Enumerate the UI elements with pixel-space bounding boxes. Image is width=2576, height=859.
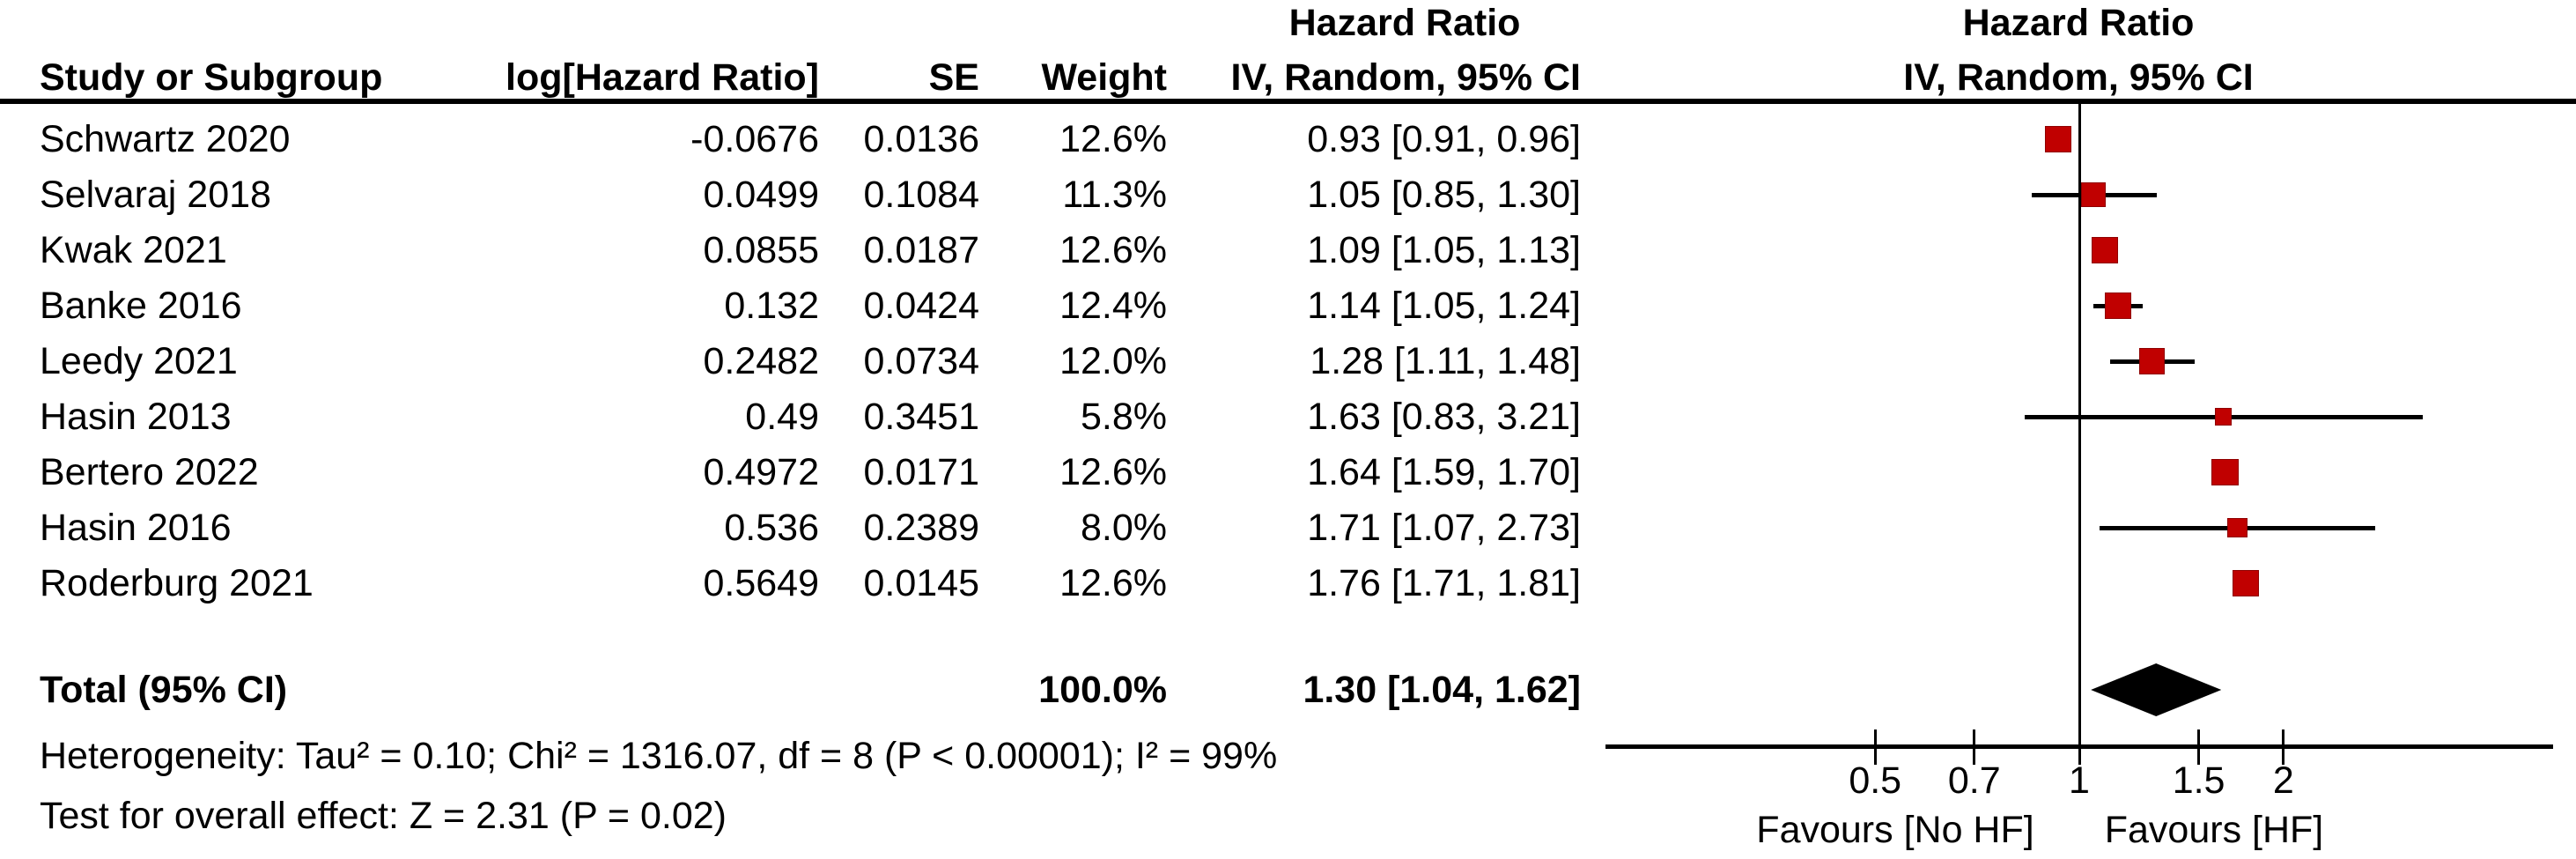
axis-tick bbox=[2078, 729, 2081, 765]
axis-tick-label: 1 bbox=[2069, 759, 2090, 802]
favours-left-label: Favours [No HF] bbox=[1756, 809, 2034, 851]
plot-header-line2: IV, Random, 95% CI bbox=[1903, 56, 2254, 99]
plot-header-line1: Hazard Ratio bbox=[1962, 2, 2195, 44]
row-se: 0.0734 bbox=[863, 340, 979, 382]
row-ci-text: 0.93 [0.91, 0.96] bbox=[1307, 118, 1581, 160]
row-study-name: Roderburg 2021 bbox=[40, 562, 314, 604]
row-weight: 8.0% bbox=[1080, 507, 1167, 549]
row-se: 0.3451 bbox=[863, 396, 979, 438]
axis-tick-label: 2 bbox=[2272, 759, 2294, 802]
effect-square bbox=[2232, 569, 2260, 597]
row-study-name: Leedy 2021 bbox=[40, 340, 238, 382]
row-weight: 12.6% bbox=[1059, 229, 1167, 271]
effect-square bbox=[2138, 348, 2166, 374]
row-weight: 5.8% bbox=[1080, 396, 1167, 438]
effect-square bbox=[2044, 125, 2071, 153]
row-ci-text: 1.76 [1.71, 1.81] bbox=[1307, 562, 1581, 604]
row-weight: 11.3% bbox=[1062, 174, 1167, 216]
effect-square bbox=[2081, 181, 2107, 208]
row-study-name: Hasin 2013 bbox=[40, 396, 232, 438]
heterogeneity-text: Heterogeneity: Tau² = 0.10; Chi² = 1316.… bbox=[40, 735, 1278, 777]
axis-tick bbox=[1873, 729, 1877, 765]
row-weight: 12.6% bbox=[1059, 562, 1167, 604]
total-label: Total (95% CI) bbox=[40, 669, 288, 711]
row-ci-text: 1.71 [1.07, 2.73] bbox=[1307, 507, 1581, 549]
row-log-hr: 0.0855 bbox=[703, 229, 819, 271]
row-log-hr: 0.2482 bbox=[703, 340, 819, 382]
effect-square bbox=[2211, 458, 2239, 486]
row-ci-text: 1.28 [1.11, 1.48] bbox=[1310, 340, 1581, 382]
total-diamond bbox=[2091, 663, 2222, 716]
effect-square bbox=[2214, 408, 2233, 426]
row-study-name: Bertero 2022 bbox=[40, 451, 259, 493]
row-ci-text: 1.09 [1.05, 1.13] bbox=[1307, 229, 1581, 271]
row-se: 0.0424 bbox=[863, 285, 979, 327]
table-effect-group-header: Hazard Ratio bbox=[1288, 2, 1521, 44]
col-header-weight: Weight bbox=[1041, 56, 1167, 99]
row-weight: 12.6% bbox=[1059, 118, 1167, 160]
col-header-study: Study or Subgroup bbox=[40, 56, 383, 99]
row-log-hr: 0.49 bbox=[745, 396, 819, 438]
row-study-name: Banke 2016 bbox=[40, 285, 242, 327]
col-header-effect-method: IV, Random, 95% CI bbox=[1230, 56, 1581, 99]
row-se: 0.0136 bbox=[863, 118, 979, 160]
row-weight: 12.4% bbox=[1059, 285, 1167, 327]
row-study-name: Selvaraj 2018 bbox=[40, 174, 271, 216]
overall-effect-text: Test for overall effect: Z = 2.31 (P = 0… bbox=[40, 795, 727, 837]
row-weight: 12.6% bbox=[1059, 451, 1167, 493]
row-ci-text: 1.14 [1.05, 1.24] bbox=[1307, 285, 1581, 327]
axis-tick bbox=[1973, 729, 1976, 765]
total-weight: 100.0% bbox=[1038, 669, 1167, 711]
row-se: 0.2389 bbox=[863, 507, 979, 549]
effect-square bbox=[2104, 293, 2131, 319]
row-log-hr: 0.536 bbox=[724, 507, 819, 549]
row-ci-text: 1.05 [0.85, 1.30] bbox=[1307, 174, 1581, 216]
row-se: 0.1084 bbox=[863, 174, 979, 216]
effect-square bbox=[2091, 236, 2118, 264]
row-ci-text: 1.64 [1.59, 1.70] bbox=[1307, 451, 1581, 493]
total-ci-text: 1.30 [1.04, 1.62] bbox=[1303, 669, 1581, 711]
row-log-hr: 0.132 bbox=[724, 285, 819, 327]
row-se: 0.0171 bbox=[863, 451, 979, 493]
row-ci-text: 1.63 [0.83, 3.21] bbox=[1307, 396, 1581, 438]
header-rule bbox=[0, 99, 2576, 104]
axis-tick bbox=[2197, 729, 2201, 765]
row-log-hr: 0.4972 bbox=[703, 451, 819, 493]
row-log-hr: 0.5649 bbox=[703, 562, 819, 604]
col-header-se: SE bbox=[928, 56, 979, 99]
row-se: 0.0145 bbox=[863, 562, 979, 604]
axis-tick bbox=[2282, 729, 2285, 765]
row-study-name: Kwak 2021 bbox=[40, 229, 227, 271]
row-study-name: Hasin 2016 bbox=[40, 507, 232, 549]
row-study-name: Schwartz 2020 bbox=[40, 118, 291, 160]
col-header-log-hr: log[Hazard Ratio] bbox=[506, 56, 819, 99]
axis-tick-label: 0.7 bbox=[1947, 759, 2001, 802]
null-effect-line bbox=[2078, 104, 2081, 749]
favours-right-label: Favours [HF] bbox=[2104, 809, 2324, 851]
row-se: 0.0187 bbox=[863, 229, 979, 271]
row-log-hr: -0.0676 bbox=[690, 118, 819, 160]
row-weight: 12.0% bbox=[1059, 340, 1167, 382]
axis-tick-label: 1.5 bbox=[2172, 759, 2225, 802]
row-log-hr: 0.0499 bbox=[703, 174, 819, 216]
axis-tick-label: 0.5 bbox=[1849, 759, 1902, 802]
effect-square bbox=[2227, 517, 2248, 538]
